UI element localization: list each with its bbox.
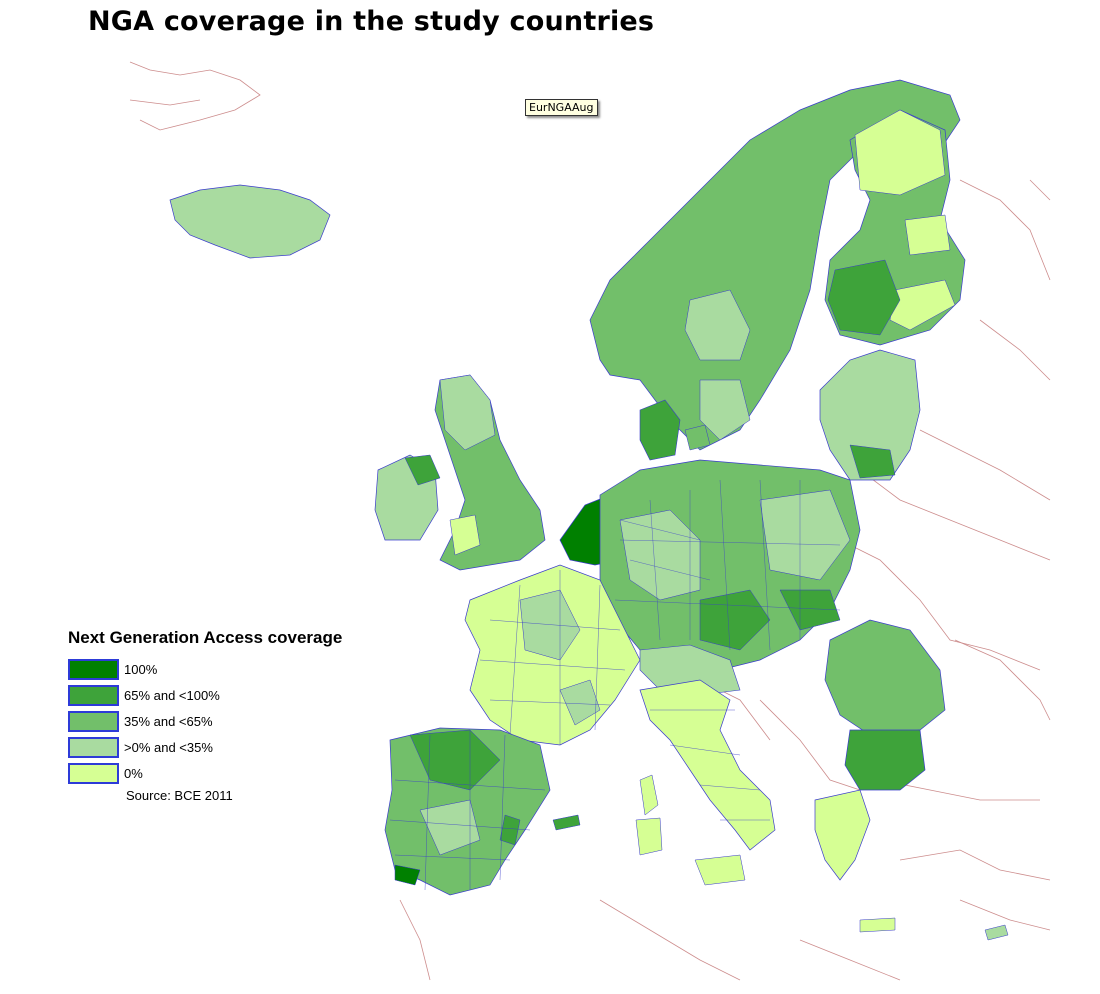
legend-item-100: 100% [68, 656, 342, 682]
scotland-light [439, 374, 496, 451]
germany-light [619, 509, 701, 601]
baltics-dark [849, 444, 896, 479]
legend-label: 65% and <100% [124, 687, 220, 703]
legend-label: 35% and <65% [124, 713, 213, 729]
corsica [639, 774, 659, 816]
sicily [694, 854, 746, 886]
finland-dark [827, 259, 901, 336]
france-regions [479, 570, 626, 745]
poland-dark [779, 589, 841, 631]
romania [824, 619, 946, 736]
legend-item-0-35: >0% and <35% [68, 734, 342, 760]
legend-swatch [68, 710, 119, 732]
legend-swatch [68, 684, 119, 706]
legend: Next Generation Access coverage 100% 65%… [68, 628, 342, 803]
spain-north-dark [409, 729, 501, 791]
cyprus [984, 924, 1009, 941]
legend-swatch [68, 736, 119, 758]
bulgaria [844, 729, 926, 791]
wales-zero [449, 514, 481, 556]
sweden-light [684, 289, 751, 361]
legend-label: 100% [124, 661, 158, 677]
germany-regions [614, 479, 841, 651]
legend-item-0: 0% [68, 760, 342, 786]
balearic [552, 814, 581, 831]
poland-light [759, 489, 851, 581]
alpine [639, 644, 741, 696]
legend-label: 0% [124, 765, 143, 781]
sardinia [635, 817, 663, 856]
spain-center-light [419, 799, 481, 856]
legend-swatch [68, 658, 119, 680]
iberia-regions [389, 730, 546, 891]
portugal-south-dark [394, 864, 421, 886]
czech-dark [699, 589, 771, 651]
legend-title: Next Generation Access coverage [68, 628, 343, 647]
iceland [169, 184, 331, 259]
source-note: Source: BCE 2011 [126, 788, 233, 803]
northern-ireland [404, 454, 441, 486]
legend-label: >0% and <35% [124, 739, 213, 755]
finland-north-zero [854, 109, 946, 196]
italy [639, 679, 776, 851]
france-mid [519, 589, 581, 661]
baltics [819, 349, 921, 481]
page-title: NGA coverage in the study countries [88, 6, 655, 37]
greece [814, 789, 871, 881]
denmark-island [684, 424, 711, 451]
crete [859, 917, 896, 933]
france-mid-2 [559, 679, 601, 726]
denmark [639, 399, 681, 461]
italy-regions [650, 709, 770, 821]
legend-item-35-65: 35% and <65% [68, 708, 342, 734]
finland-east-zero [904, 214, 951, 256]
layer-tooltip: EurNGAAug [525, 99, 598, 116]
sweden-light-2 [699, 379, 751, 441]
legend-item-65-100: 65% and <100% [68, 682, 342, 708]
outside-borders [129, 61, 1051, 981]
legend-swatch [68, 762, 119, 784]
